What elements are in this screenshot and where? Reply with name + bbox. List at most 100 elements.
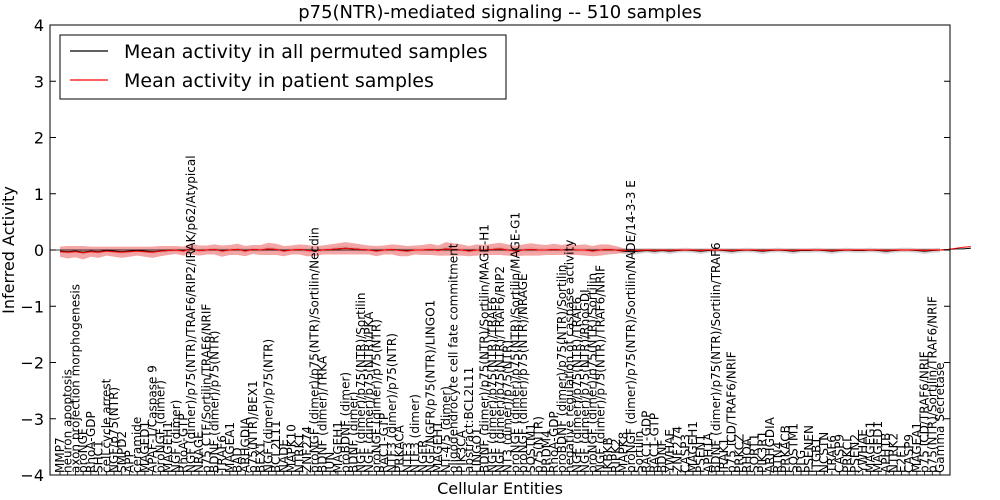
legend-label-patient: Mean activity in patient samples: [124, 70, 434, 92]
entity-label: SMPD2: [115, 431, 129, 473]
entity-label: NTF3 (dimer)/p75(NTR): [385, 333, 399, 473]
entity-label: RHOA: [740, 437, 754, 473]
entity-label: MAGEA1: [223, 422, 237, 473]
entity-label: E2F1: [894, 443, 908, 473]
entity-label: RhoA-GDP: [547, 411, 561, 473]
entity-label: NGF (dimer)/p75(NTR)/TRAF6/NRIF: [593, 265, 607, 473]
entity-label: p75 CTF/Sortilin/TRAF6/NRIF: [200, 304, 214, 473]
entity-label: BDNF (dimer)/TRKA: [315, 355, 329, 473]
entity-label: proNGF: [76, 428, 90, 473]
entity-label: RhoA-GDP: [84, 411, 98, 473]
entity-label: NCSTN: [817, 432, 831, 473]
entity-label: cell cycle arrest: [99, 378, 113, 473]
legend-label-permuted: Mean activity in all permuted samples: [124, 41, 487, 63]
entity-label: NGF/p75(NTR): [107, 387, 121, 473]
entity-label: NGF/NGFR/p75(NTR)/LINGO1: [424, 300, 438, 473]
y-tick-label: −3: [20, 410, 44, 429]
y-axis-label: Inferred Activity: [0, 186, 18, 314]
entity-label: NTRK2: [887, 433, 901, 473]
entity-label: MAGEH1: [161, 421, 175, 473]
chart-title: p75(NTR)-mediated signaling -- 510 sampl…: [298, 2, 702, 23]
entity-label: ARHGDIA: [763, 416, 777, 473]
entity-label: IKBKB: [601, 437, 615, 473]
entity-label: SQSTM1: [524, 423, 538, 473]
y-tick-label: 2: [34, 129, 44, 148]
entity-label: proNGF (dimer)/p75(NTR): [369, 319, 383, 473]
entity-label: MAGED1: [138, 421, 152, 473]
legend: Mean activity in all permuted samples Me…: [59, 34, 507, 100]
entity-label: ZNF274: [300, 426, 314, 473]
entity-label: CASP3: [678, 434, 692, 473]
entity-label: PSEN2: [848, 434, 862, 473]
entity-label: RhoA-GTP: [177, 414, 191, 473]
entity-label: PIK3R1: [755, 431, 769, 473]
entity-label: TRAF6: [215, 435, 229, 474]
entity-label: PIK3CA: [454, 429, 468, 473]
entity-label: Gamma Secretase: [933, 362, 947, 473]
entity-label: NGF (dimer)/p75(NTR)/TRAF6: [485, 297, 499, 473]
entity-label: RTN4: [771, 442, 785, 473]
entity-label: SHC1: [92, 440, 106, 473]
entity-label: CASP9: [833, 434, 847, 473]
entity-label: RAC1-GTP: [647, 413, 661, 473]
y-tick-label: −4: [20, 466, 44, 485]
entity-label: NGF (dimer)/p75(NTR)/TRAF6: [570, 297, 584, 473]
entity-label: proNGF (dimer)/p75(NTR)/Sortilin/NADE/14…: [624, 180, 638, 473]
entity-label: p75 ICD/TRAF6/NRIF: [918, 351, 932, 473]
entity-label: APAF-1/Caspase 9: [146, 365, 160, 473]
entity-label: NT-4/5 (dimer): [439, 386, 453, 473]
entity-label: ZNF274: [671, 426, 685, 473]
entity-label: MAGEH1: [331, 421, 345, 473]
entity-label: p75(NTR)/BEX1: [246, 380, 260, 473]
y-axis: −4 −3 −2 −1 0 1 2 3 4: [20, 16, 950, 485]
entity-label: NADE: [277, 439, 291, 473]
entity-label: NT3 (dimer)/p75(NTR): [501, 340, 515, 473]
patient-mean-line: [59, 246, 971, 254]
entity-label: RAC1-GDP: [640, 411, 654, 473]
entity-label: p75 ICD/TRAF6/NRIF: [725, 351, 739, 473]
entity-label: proNGF (dimer)/p75(NTR)/Sortilin: [586, 273, 600, 473]
entity-label: PSEN1: [694, 434, 708, 473]
legend-box: [59, 34, 507, 100]
entity-label: p75(NTR)/Sortilin/TRAF6/NRIF: [925, 296, 939, 473]
entity-label: MAGEH1: [686, 421, 700, 473]
patient-band: [60, 242, 940, 260]
entity-label: proNGF (dimer)/p75(NTR)/Sortilin/MAGE-G1: [508, 212, 522, 473]
entity-label: proNGF (dimer)/p75(NTR)/NRAGE: [516, 273, 530, 473]
entity-label: ITGB1: [809, 437, 823, 473]
entity-label: JUN: [323, 452, 337, 474]
entity-label: proBDNF (dimer)/p75(NTR)/Sortilin: [555, 265, 569, 473]
x-axis-ticks: [59, 471, 941, 475]
entity-label: PSENEN: [802, 425, 816, 473]
entity-label: MAGEG1: [864, 421, 878, 473]
entity-label: BDNF (dimer)/p75(NTR)/Sortilin/MAGE-H1: [478, 224, 492, 473]
entity-label: ARHGDIA: [238, 416, 252, 473]
entity-label: YWHAE: [856, 429, 870, 474]
y-tick-label: 3: [34, 72, 44, 91]
entity-label: NTRK1: [292, 433, 306, 473]
entity-label: abstract:BCL2L11: [462, 367, 476, 473]
entity-label: BDNF: [655, 440, 669, 473]
entity-label: NGF (dimer)/p75(NTR)/RhoGDI: [578, 289, 592, 473]
entity-label: APH1A: [701, 432, 715, 473]
entity-label: oligodendrocyte cell fate commitment: [447, 243, 461, 473]
entity-label: negative regulation of caspase activity: [562, 240, 576, 473]
entity-label: p75(NTR): [532, 416, 546, 473]
entity-label: PRKACB: [779, 425, 793, 473]
entity-label: NGF (dimer)/p75(NTR)/PKA: [362, 311, 376, 473]
entity-label: NGF (dimer)/p75(NTR)/TRAF6/RIP2: [493, 266, 507, 473]
entity-label: PLG: [794, 450, 808, 473]
entity-label: RAC1-GTP: [377, 413, 391, 473]
entity-label: MAPK8: [617, 432, 631, 473]
entity-label: APP: [122, 450, 136, 473]
entity-label: NGF (dimer): [169, 400, 183, 473]
y-tick-label: −1: [20, 297, 44, 316]
entity-label: BDNF (dimer)/p75(NTR)/Sortilin/TRAF6: [709, 242, 723, 473]
y-tick-label: 4: [34, 16, 44, 35]
series-lines: [59, 246, 971, 254]
entity-label: Sortilin: [632, 431, 646, 473]
entity-label: YWHAE: [663, 429, 677, 474]
entity-label: PRKACA: [393, 424, 407, 473]
entity-label: BDNF (dimer)/p75(NTR): [207, 331, 221, 473]
